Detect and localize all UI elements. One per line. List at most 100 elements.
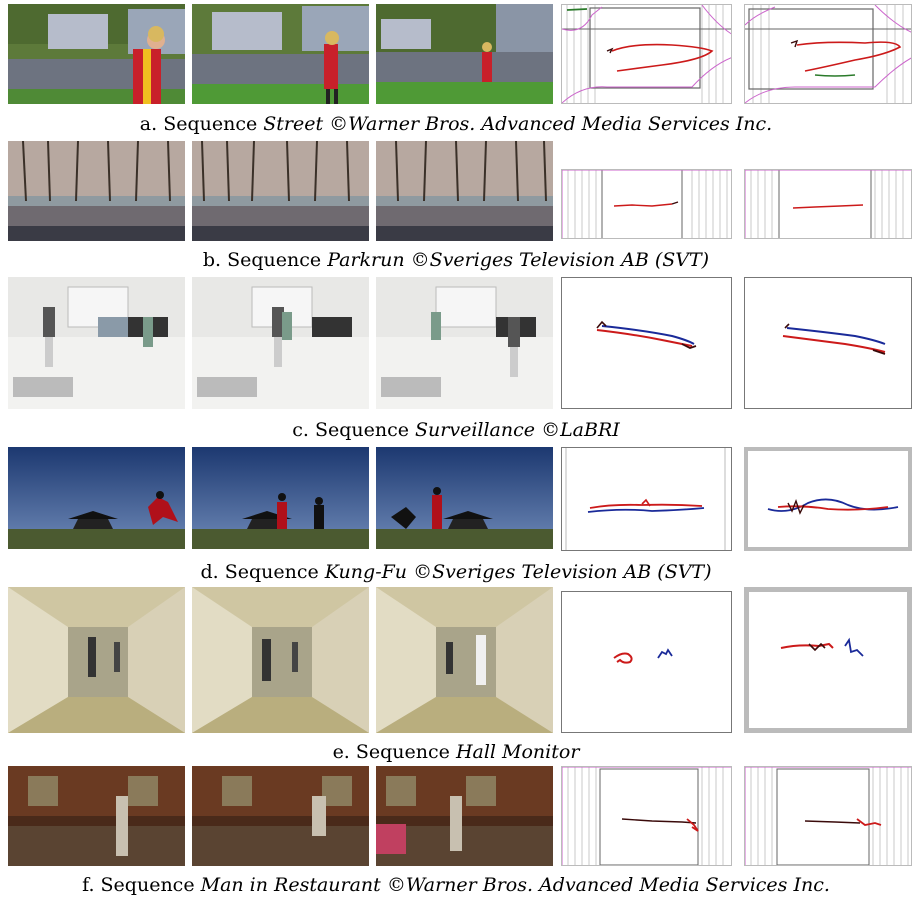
sequence-name: Man in Restaurant xyxy=(200,874,381,896)
figure-row-street xyxy=(0,4,912,108)
sequence-name: Street xyxy=(263,113,324,135)
kungfu-trajectory-1-red xyxy=(589,503,703,509)
kungfu-frame-3 xyxy=(376,447,553,549)
caption-street: a. Sequence Street ©Warner Bros. Advance… xyxy=(0,113,912,135)
figure-row-restaurant xyxy=(0,766,912,866)
street-frame-3 xyxy=(376,4,553,104)
caption-prefix: f. Sequence xyxy=(82,874,201,896)
hall-plot-1-svg xyxy=(613,648,673,664)
hall-plot-2-svg xyxy=(780,637,864,657)
surveillance-frame-2-image xyxy=(192,277,369,409)
hall-trajectory-plot-2 xyxy=(744,587,912,733)
restaurant-mosaic-trajectory-2 xyxy=(744,766,912,866)
copyright-symbol: © xyxy=(413,561,433,583)
caption-prefix: c. Sequence xyxy=(292,419,416,441)
parkrun-frame-2 xyxy=(192,141,369,241)
kungfu-plot-1-svg xyxy=(565,448,726,550)
surveillance-plot-2-svg xyxy=(782,323,886,355)
street-trajectory-1-red xyxy=(611,43,714,72)
restaurant-frame-3-image xyxy=(376,766,553,866)
street-mosaic-2-svg xyxy=(745,5,911,103)
copyright-symbol: © xyxy=(541,419,561,441)
street-trajectory-1-green xyxy=(566,8,588,11)
surveillance-frame-3 xyxy=(376,277,553,409)
hall-frame-3 xyxy=(376,587,553,733)
hall-frame-2-image xyxy=(192,587,369,733)
caption-prefix: b. Sequence xyxy=(202,249,328,271)
surveillance-trajectory-plot-1 xyxy=(561,277,732,409)
street-frame-3-image xyxy=(376,4,553,104)
street-trajectory-2-green xyxy=(814,74,856,77)
figure-row-kungfu xyxy=(0,447,912,551)
restaurant-frame-1 xyxy=(8,766,185,866)
caption-prefix: d. Sequence xyxy=(200,561,325,583)
kungfu-frame-1-image xyxy=(8,447,185,549)
surveillance-frame-2 xyxy=(192,277,369,409)
surveillance-frame-1-image xyxy=(8,277,185,409)
parkrun-trajectory-1 xyxy=(613,203,673,207)
hall-trajectory-1-red xyxy=(613,652,633,664)
caption-hall-monitor: e. Sequence Hall Monitor xyxy=(0,741,912,763)
hall-frame-3-image xyxy=(376,587,553,733)
kungfu-trajectory-1-blue xyxy=(587,507,705,513)
parkrun-frame-3-image xyxy=(376,141,553,241)
restaurant-frame-1-image xyxy=(8,766,185,866)
credit-text: Warner Bros. Advanced Media Services Inc… xyxy=(405,874,830,896)
restaurant-mosaic-1-svg xyxy=(562,767,731,865)
credit-text: Sveriges Television AB (SVT) xyxy=(429,249,710,271)
surveillance-trajectory-plot-2 xyxy=(744,277,912,409)
copyright-symbol: © xyxy=(329,113,349,135)
surveillance-frame-1 xyxy=(8,277,185,409)
parkrun-mosaic-trajectory-1 xyxy=(561,169,732,239)
hall-trajectory-2-blue xyxy=(844,637,864,657)
surveillance-frame-3-image xyxy=(376,277,553,409)
copyright-symbol: © xyxy=(386,874,406,896)
parkrun-mosaic-1-svg xyxy=(562,170,731,238)
street-trajectory-2-red xyxy=(796,41,902,72)
restaurant-frame-3 xyxy=(376,766,553,866)
street-frame-2 xyxy=(192,4,369,104)
credit-text: LaBRI xyxy=(560,419,620,441)
kungfu-plot-2-svg xyxy=(767,498,899,515)
restaurant-frame-2 xyxy=(192,766,369,866)
kungfu-trajectory-2-red xyxy=(777,505,889,511)
sequence-name: Kung-Fu xyxy=(324,561,408,583)
hall-frame-1 xyxy=(8,587,185,733)
sequence-name: Hall Monitor xyxy=(455,741,580,763)
kungfu-frame-1 xyxy=(8,447,185,549)
surveillance-plot-1-svg xyxy=(596,320,697,349)
kungfu-frame-2-image xyxy=(192,447,369,549)
street-mosaic-trajectory-1 xyxy=(561,4,732,104)
street-mosaic-trajectory-2 xyxy=(744,4,912,104)
kungfu-frame-3-image xyxy=(376,447,553,549)
street-frame-1-image xyxy=(8,4,185,104)
figure-row-hall-monitor xyxy=(0,587,912,733)
street-frame-1 xyxy=(8,4,185,104)
street-mosaic-1-svg xyxy=(562,5,731,103)
sequence-name: Surveillance xyxy=(415,419,536,441)
parkrun-mosaic-2-svg xyxy=(745,170,911,238)
parkrun-frame-2-image xyxy=(192,141,369,241)
hall-trajectory-1-blue xyxy=(657,648,673,659)
parkrun-frame-1-image xyxy=(8,141,185,241)
kungfu-trajectory-plot-2 xyxy=(744,447,912,551)
hall-frame-2 xyxy=(192,587,369,733)
restaurant-mosaic-2-svg xyxy=(745,767,911,865)
parkrun-frame-3 xyxy=(376,141,553,241)
kungfu-trajectory-plot-1 xyxy=(561,447,732,551)
copyright-symbol: © xyxy=(410,249,430,271)
restaurant-mosaic-trajectory-1 xyxy=(561,766,732,866)
hall-frame-1-image xyxy=(8,587,185,733)
figure-row-parkrun xyxy=(0,141,912,241)
sequence-name: Parkrun xyxy=(327,249,405,271)
restaurant-trajectory-2 xyxy=(804,820,861,824)
parkrun-trajectory-2 xyxy=(792,204,864,209)
caption-restaurant: f. Sequence Man in Restaurant ©Warner Br… xyxy=(0,874,912,896)
caption-prefix: a. Sequence xyxy=(139,113,264,135)
surveillance-trajectory-2-red xyxy=(782,335,886,353)
figure-row-surveillance xyxy=(0,277,912,409)
parkrun-mosaic-trajectory-2 xyxy=(744,169,912,239)
caption-kungfu: d. Sequence Kung-Fu ©Sveriges Television… xyxy=(0,561,912,583)
caption-prefix: e. Sequence xyxy=(332,741,456,763)
credit-text: Sveriges Television AB (SVT) xyxy=(432,561,712,583)
